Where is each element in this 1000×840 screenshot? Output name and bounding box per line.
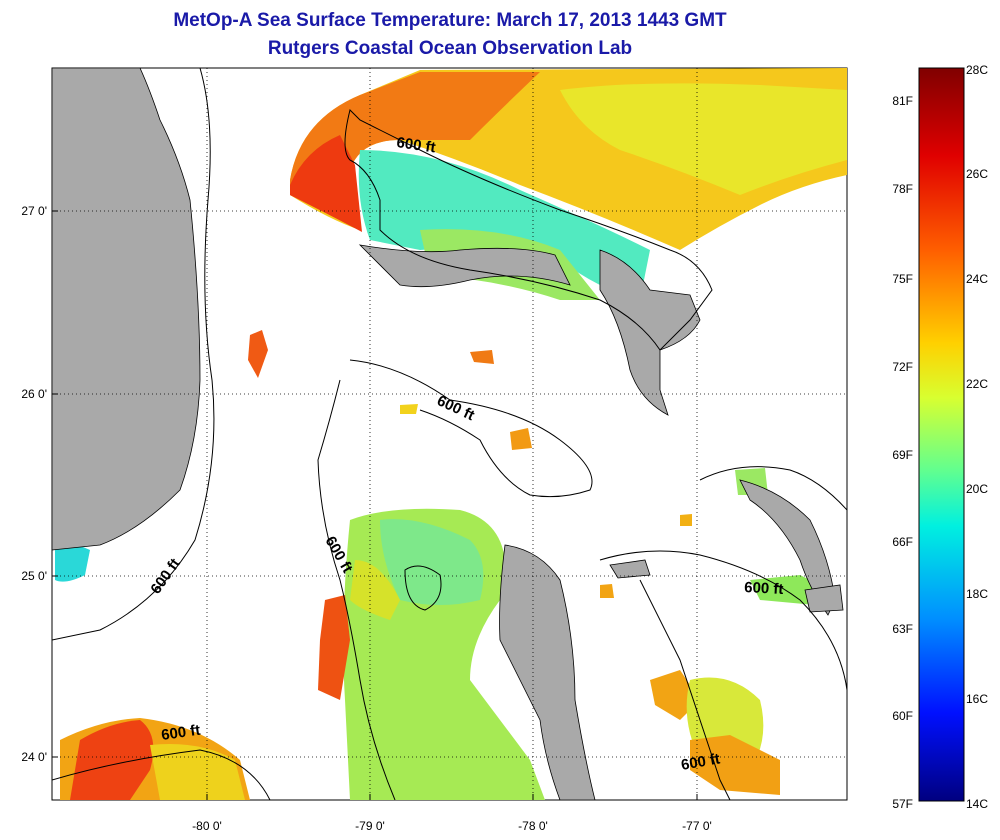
colorbar-c-label: 16C: [966, 692, 988, 706]
colorbar-c-label: 26C: [966, 167, 988, 181]
contour-label-grand-bahama: 600 ft: [395, 134, 436, 156]
colorbar-f-label: 63F: [892, 622, 913, 636]
y-tick-label: 24 0': [21, 750, 47, 764]
y-tick-label: 26 0': [21, 387, 47, 401]
colorbar-f-label: 66F: [892, 535, 913, 549]
y-tick-label: 25 0': [21, 569, 47, 583]
colorbar-c-label: 24C: [966, 272, 988, 286]
contour-label-southwest: 600 ft: [160, 722, 201, 744]
colorbar: [918, 67, 965, 802]
axis-ticks: [52, 210, 698, 800]
colorbar-c-label: 14C: [966, 797, 988, 811]
land: [52, 68, 844, 800]
colorbar-f-label: 72F: [892, 360, 913, 374]
grid: [52, 68, 847, 800]
colorbar-f-label: 60F: [892, 709, 913, 723]
map-title: MetOp-A Sea Surface Temperature: March 1…: [173, 10, 727, 31]
contour-label-southeast: 600 ft: [680, 750, 722, 774]
map-subtitle: Rutgers Coastal Ocean Observation Lab: [267, 38, 633, 59]
x-tick-label: -77 0': [682, 819, 712, 833]
y-tick-label: 27 0': [21, 204, 47, 218]
x-tick-label: -78 0': [518, 819, 548, 833]
colorbar-c-label: 20C: [966, 482, 988, 496]
colorbar-c-label: 28C: [966, 63, 988, 77]
contour-label-eleuthera: 600 ft: [744, 579, 784, 598]
x-tick-label: -80 0': [192, 819, 222, 833]
colorbar-f-label: 57F: [892, 797, 913, 811]
colorbar-f-label: 78F: [892, 182, 913, 196]
x-tick-label: -79 0': [355, 819, 385, 833]
colorbar-c-label: 18C: [966, 587, 988, 601]
colorbar-f-label: 69F: [892, 448, 913, 462]
colorbar-f-label: 75F: [892, 272, 913, 286]
colorbar-c-label: 22C: [966, 377, 988, 391]
depth-contours: [52, 68, 847, 800]
colorbar-f-label: 81F: [892, 94, 913, 108]
